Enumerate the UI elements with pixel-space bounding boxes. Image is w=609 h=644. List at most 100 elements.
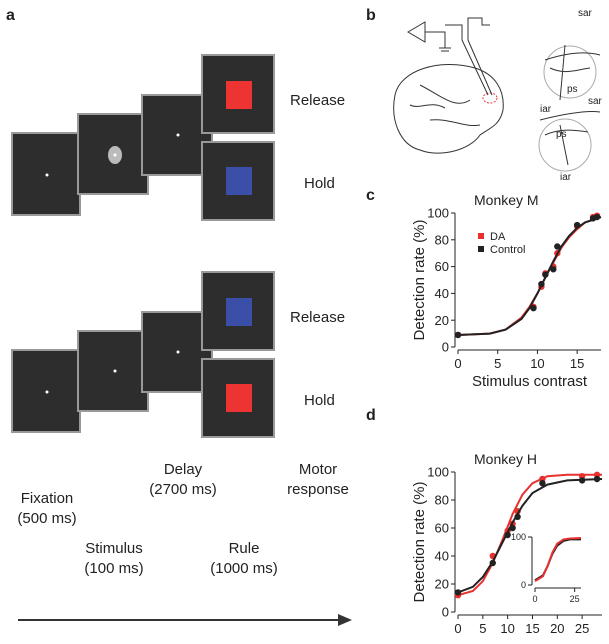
legend-swatch xyxy=(478,246,484,252)
fixation-dot xyxy=(113,153,117,157)
point xyxy=(509,524,516,532)
panel-label: c xyxy=(366,187,375,204)
point xyxy=(489,559,496,567)
x-tick-label: 0 xyxy=(454,621,461,636)
y-tick-label: 40 xyxy=(435,549,449,564)
label: Release xyxy=(290,92,345,109)
epoch: (2700 ms) xyxy=(149,481,217,498)
y-tick-label: 20 xyxy=(435,577,449,592)
amplifier xyxy=(407,21,451,52)
y-axis-label: Detection rate (%) xyxy=(411,482,428,603)
fixation-dot xyxy=(176,133,180,137)
label: Hold xyxy=(304,392,335,409)
epoch: Delay xyxy=(164,461,203,478)
y-tick-label: 0 xyxy=(521,580,526,590)
cue xyxy=(226,81,252,109)
y-tick-label: 40 xyxy=(435,286,449,301)
inset-circle xyxy=(543,45,597,99)
electrodes xyxy=(445,17,493,96)
x-axis-label: Stimulus contrast xyxy=(472,373,588,390)
sulcus-label: iar xyxy=(560,172,572,183)
panel-label: d xyxy=(366,407,376,424)
panel-labels: a b c d xyxy=(6,7,376,424)
epoch: Motor xyxy=(299,461,337,478)
legend-label: Control xyxy=(490,244,525,256)
fixation-dot xyxy=(45,390,49,394)
epoch: (1000 ms) xyxy=(210,560,278,577)
point xyxy=(550,266,557,273)
fit-line xyxy=(457,478,603,594)
brain xyxy=(393,17,601,172)
inset-sulci xyxy=(544,44,601,101)
fit-line xyxy=(457,473,602,597)
epoch: Rule xyxy=(229,540,260,557)
point xyxy=(593,213,601,221)
y-tick-label: 0 xyxy=(442,605,449,620)
sulcus-label: sar xyxy=(578,8,593,19)
y-tick-label: 0 xyxy=(442,340,449,355)
y-tick-label: 100 xyxy=(427,465,449,480)
fixation-dot xyxy=(113,369,117,373)
y-tick-label: 80 xyxy=(435,493,449,508)
point xyxy=(514,513,521,520)
screens xyxy=(11,54,275,438)
epoch: Fixation xyxy=(21,490,74,507)
x-tick-label: 10 xyxy=(500,621,514,636)
sulcus-label: ps xyxy=(567,84,578,95)
legend-swatch xyxy=(478,233,484,239)
recording-site xyxy=(482,92,498,104)
point xyxy=(593,475,601,483)
sulci xyxy=(409,84,481,127)
point xyxy=(454,331,462,339)
line xyxy=(534,538,581,582)
point xyxy=(530,304,537,312)
point xyxy=(454,589,462,596)
cue xyxy=(226,384,252,412)
x-tick-label: 15 xyxy=(525,621,539,636)
chart: 0 5 10 15 0 20 40 60 80 100 Monkey M Stimulus contr… xyxy=(411,192,602,390)
point xyxy=(538,280,545,288)
x-tick-label: 5 xyxy=(494,356,501,371)
x-tick-label: 0 xyxy=(454,356,461,371)
chart-title: Monkey M xyxy=(474,192,539,208)
fixation-dot xyxy=(176,350,180,354)
legend-label: DA xyxy=(490,231,506,243)
arrow-head xyxy=(338,614,352,626)
y-tick-label: 80 xyxy=(435,232,449,247)
anatomy-labels: sar ps iar sar ps iar xyxy=(540,8,603,183)
epoch: (100 ms) xyxy=(84,560,143,577)
epoch: response xyxy=(287,481,349,498)
panel-label: a xyxy=(6,7,15,24)
screen-contents xyxy=(45,81,252,412)
y-tick-label: 100 xyxy=(427,206,449,221)
y-tick-label: 100 xyxy=(511,532,526,542)
point xyxy=(578,477,586,484)
x-tick-label: 10 xyxy=(530,356,544,371)
screen xyxy=(11,132,81,216)
line xyxy=(534,536,582,583)
point xyxy=(542,271,549,278)
screen xyxy=(77,330,149,412)
y-tick-label: 60 xyxy=(435,521,449,536)
y-tick-label: 20 xyxy=(435,313,449,328)
panel-label: b xyxy=(366,7,376,24)
cue xyxy=(226,167,252,195)
epoch: (500 ms) xyxy=(17,510,76,527)
chart: 0 25 0 100 xyxy=(511,532,582,604)
y-axis-label: Detection rate (%) xyxy=(411,220,428,341)
sulcus-label: iar xyxy=(540,104,552,115)
sulcus-label: ps xyxy=(556,129,567,140)
epochs: Fixation (500 ms) Stimulus (100 ms) Dela… xyxy=(17,461,348,577)
brain-outline xyxy=(393,64,504,154)
chart-title: Monkey H xyxy=(474,451,537,467)
fixation-dot xyxy=(45,173,49,177)
x-tick-label: 15 xyxy=(570,356,584,371)
point xyxy=(573,221,581,229)
x-tick-label: 0 xyxy=(532,594,537,604)
label: Hold xyxy=(304,175,335,192)
point xyxy=(554,243,561,250)
cue xyxy=(226,298,252,326)
x-tick-label: 25 xyxy=(570,594,580,604)
